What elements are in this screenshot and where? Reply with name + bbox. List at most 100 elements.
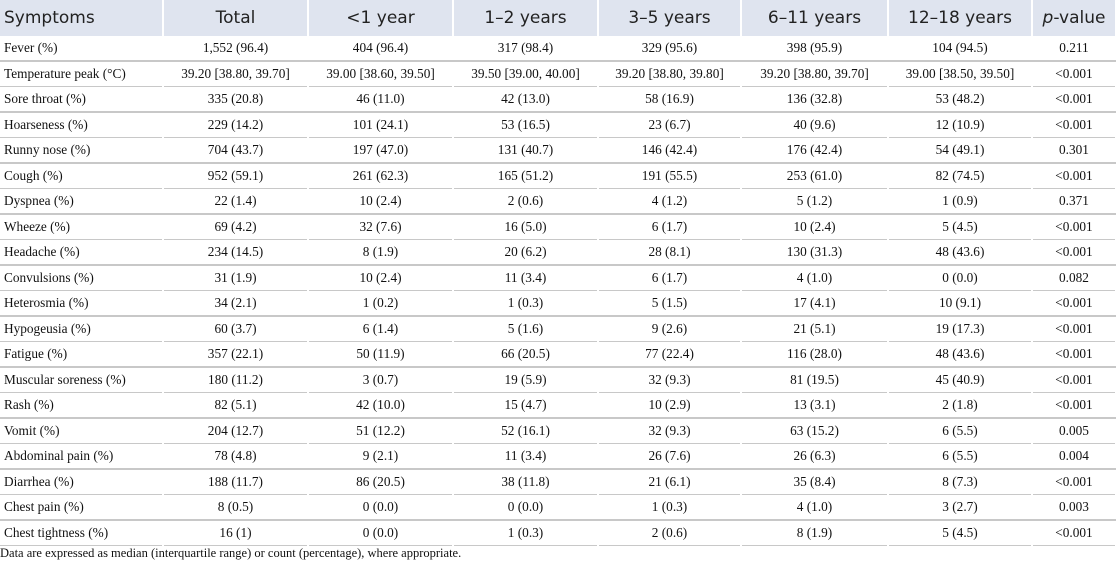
cell: 26 (6.3): [741, 443, 889, 470]
cell: 229 (14.2): [163, 112, 309, 138]
cell: 6 (5.5): [888, 418, 1033, 444]
cell: 63 (15.2): [741, 418, 889, 444]
row-label: Fever (%): [0, 36, 164, 62]
cell: 1 (0.3): [453, 290, 599, 317]
cell: 45 (40.9): [888, 367, 1033, 393]
cell: 176 (42.4): [741, 137, 889, 164]
cell: 0 (0.0): [888, 265, 1033, 291]
cell: <0.001: [1032, 367, 1116, 393]
cell: 53 (16.5): [453, 112, 599, 138]
cell: 42 (13.0): [453, 86, 599, 113]
cell: 32 (9.3): [598, 418, 742, 444]
table-row: Wheeze (%) 69 (4.2) 32 (7.6) 16 (5.0) 6 (1.7…: [0, 214, 1116, 240]
cell: 404 (96.4): [308, 36, 454, 62]
header-italic: p: [1042, 8, 1054, 28]
cell: 86 (20.5): [308, 469, 454, 495]
cell: 6 (1.7): [598, 214, 742, 240]
cell: 234 (14.5): [163, 239, 309, 266]
cell: 46 (11.0): [308, 86, 454, 113]
cell: 48 (43.6): [888, 239, 1033, 266]
cell: 8 (0.5): [163, 494, 309, 521]
cell: 5 (4.5): [888, 214, 1033, 240]
cell: <0.001: [1032, 469, 1116, 495]
row-label: Heterosmia (%): [0, 290, 164, 317]
cell: 5 (1.6): [453, 316, 599, 342]
cell: 50 (11.9): [308, 341, 454, 368]
cell: 78 (4.8): [163, 443, 309, 470]
cell: 131 (40.7): [453, 137, 599, 164]
row-label: Hypogeusia (%): [0, 316, 164, 342]
cell: 28 (8.1): [598, 239, 742, 266]
cell: 704 (43.7): [163, 137, 309, 164]
cell: 204 (12.7): [163, 418, 309, 444]
cell: 82 (74.5): [888, 163, 1033, 189]
row-label: Wheeze (%): [0, 214, 164, 240]
cell: 17 (4.1): [741, 290, 889, 317]
cell: 16 (5.0): [453, 214, 599, 240]
column-header: p-value: [1032, 0, 1116, 36]
cell: <0.001: [1032, 239, 1116, 266]
table-row: Hoarseness (%) 229 (14.2) 101 (24.1) 53 (16…: [0, 112, 1116, 138]
column-header: 12–18 years: [888, 0, 1033, 36]
cell: 48 (43.6): [888, 341, 1033, 368]
cell: 26 (7.6): [598, 443, 742, 470]
cell: 0.003: [1032, 494, 1116, 521]
cell: 69 (4.2): [163, 214, 309, 240]
cell: 20 (6.2): [453, 239, 599, 266]
cell: 0 (0.0): [308, 520, 454, 546]
cell: <0.001: [1032, 112, 1116, 138]
cell: 116 (28.0): [741, 341, 889, 368]
cell: 0.004: [1032, 443, 1116, 470]
table-row: Headache (%) 234 (14.5) 8 (1.9) 20 (6.2) 28 …: [0, 239, 1116, 266]
row-label: Chest tightness (%): [0, 520, 164, 546]
table-row: Diarrhea (%) 188 (11.7) 86 (20.5) 38 (11.8)…: [0, 469, 1116, 495]
row-label: Hoarseness (%): [0, 112, 164, 138]
cell: 317 (98.4): [453, 36, 599, 62]
cell: 0.082: [1032, 265, 1116, 291]
cell: 10 (9.1): [888, 290, 1033, 317]
cell: 66 (20.5): [453, 341, 599, 368]
cell: 39.50 [39.00, 40.00]: [453, 61, 599, 87]
cell: 19 (17.3): [888, 316, 1033, 342]
cell: 104 (94.5): [888, 36, 1033, 62]
cell: <0.001: [1032, 341, 1116, 368]
cell: 39.00 [38.60, 39.50]: [308, 61, 454, 87]
cell: 2 (0.6): [453, 188, 599, 215]
cell: 191 (55.5): [598, 163, 742, 189]
table-row: Temperature peak (°C) 39.20 [38.80, 39.70…: [0, 61, 1116, 87]
cell: 38 (11.8): [453, 469, 599, 495]
cell: 329 (95.6): [598, 36, 742, 62]
column-header: 1–2 years: [453, 0, 599, 36]
cell: 0.005: [1032, 418, 1116, 444]
row-label: Diarrhea (%): [0, 469, 164, 495]
cell: 15 (4.7): [453, 392, 599, 419]
cell: 21 (5.1): [741, 316, 889, 342]
row-label: Chest pain (%): [0, 494, 164, 521]
footnote: Data are expressed as median (interquart…: [0, 546, 462, 560]
cell: 2 (1.8): [888, 392, 1033, 419]
cell: 8 (1.9): [741, 520, 889, 546]
table-row: Fever (%) 1,552 (96.4) 404 (96.4) 317 (98.4…: [0, 36, 1116, 62]
cell: 10 (2.4): [308, 265, 454, 291]
cell: 21 (6.1): [598, 469, 742, 495]
table-row: Sore throat (%) 335 (20.8) 46 (11.0) 42 (13…: [0, 86, 1116, 113]
cell: <0.001: [1032, 316, 1116, 342]
cell: 3 (2.7): [888, 494, 1033, 521]
table-row: Muscular soreness (%) 180 (11.2) 3 (0.7) 19…: [0, 367, 1116, 393]
cell: 0.371: [1032, 188, 1116, 215]
cell: <0.001: [1032, 61, 1116, 87]
table-row: Hypogeusia (%) 60 (3.7) 6 (1.4) 5 (1.6) 9 (2…: [0, 316, 1116, 342]
cell: 3 (0.7): [308, 367, 454, 393]
cell: 54 (49.1): [888, 137, 1033, 164]
cell: 1 (0.9): [888, 188, 1033, 215]
cell: 60 (3.7): [163, 316, 309, 342]
column-header: 6–11 years: [741, 0, 889, 36]
cell: 1 (0.3): [598, 494, 742, 521]
cell: 9 (2.1): [308, 443, 454, 470]
table-row: Runny nose (%) 704 (43.7) 197 (47.0) 131 (4…: [0, 137, 1116, 164]
cell: <0.001: [1032, 163, 1116, 189]
column-header: Symptoms: [0, 0, 164, 36]
cell: 10 (2.4): [308, 188, 454, 215]
table-row: Chest pain (%) 8 (0.5) 0 (0.0) 0 (0.0) 1 (0.…: [0, 494, 1116, 521]
cell: 39.20 [38.80, 39.80]: [598, 61, 742, 87]
